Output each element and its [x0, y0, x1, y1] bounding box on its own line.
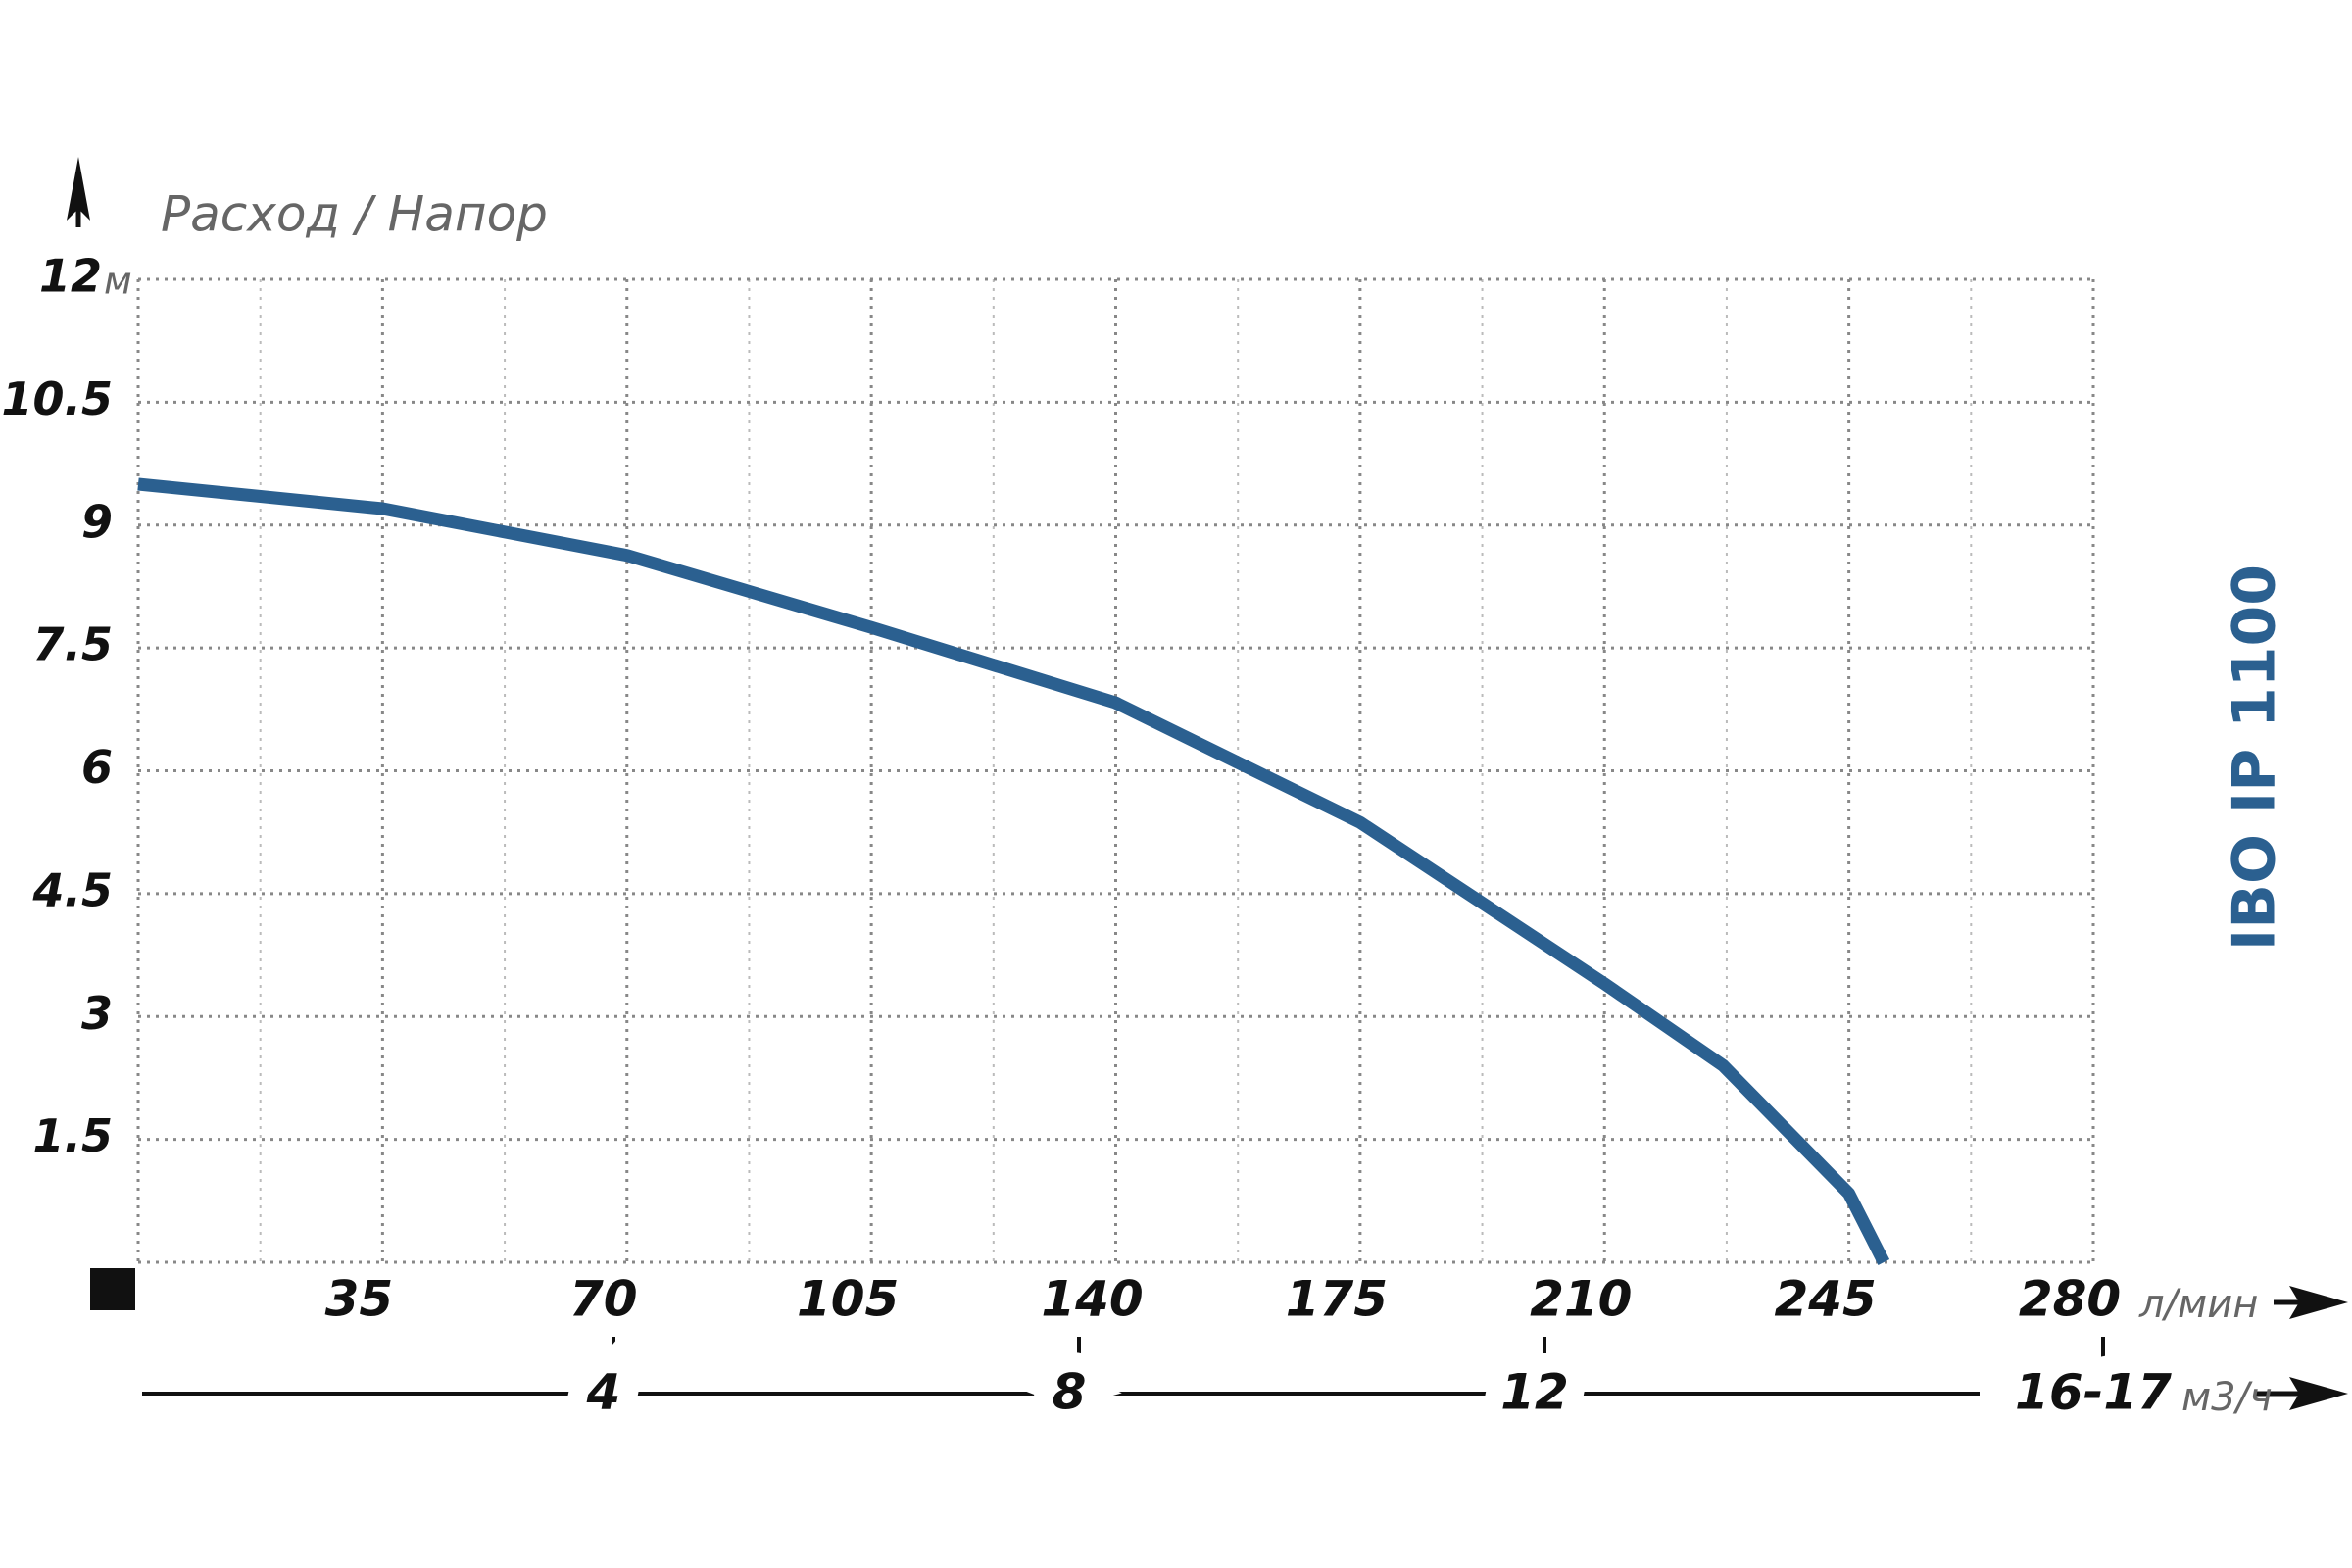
y-unit: м	[104, 260, 132, 303]
x2-tick-label: 12	[1500, 1364, 1569, 1421]
x-arrow	[2289, 1286, 2348, 1319]
x-tick-label: 175	[1286, 1271, 1388, 1328]
y-tick-label: 1.5	[33, 1109, 114, 1162]
x-tick-label: 280	[2019, 1271, 2121, 1328]
x2-tick-label: 8	[1053, 1364, 1087, 1421]
x-tick-label: 140	[1041, 1271, 1143, 1328]
x-tick-label: 105	[797, 1271, 899, 1328]
y-tick-label: 10.5	[2, 372, 114, 425]
y-tick-label: 7.5	[33, 618, 114, 671]
y-arrow	[67, 157, 90, 220]
y-tick-label: 12	[39, 250, 102, 303]
side-label: IBO IP 1100	[2221, 564, 2289, 951]
curve	[137, 477, 1890, 1265]
y-tick-label: 6	[81, 741, 113, 794]
x-unit: л/мин	[2138, 1282, 2258, 1327]
x-tick-label: 210	[1530, 1271, 1632, 1328]
chart-title: Расход / Напор	[161, 186, 548, 243]
y-tick-label: 9	[81, 495, 113, 548]
x2-unit: м3/ч	[2181, 1375, 2273, 1420]
x-tick-label: 245	[1774, 1271, 1876, 1328]
x-tick-label: 70	[569, 1271, 638, 1328]
x2-arrow	[2289, 1377, 2348, 1410]
y-tick-label: 3	[81, 987, 113, 1040]
x-tick-label: 35	[325, 1271, 394, 1328]
x2-tick-label: 4	[586, 1364, 621, 1421]
x2-tick-label: 16-17	[2015, 1364, 2172, 1421]
y-tick-label: 4.5	[32, 863, 114, 916]
origin-square	[90, 1268, 135, 1310]
